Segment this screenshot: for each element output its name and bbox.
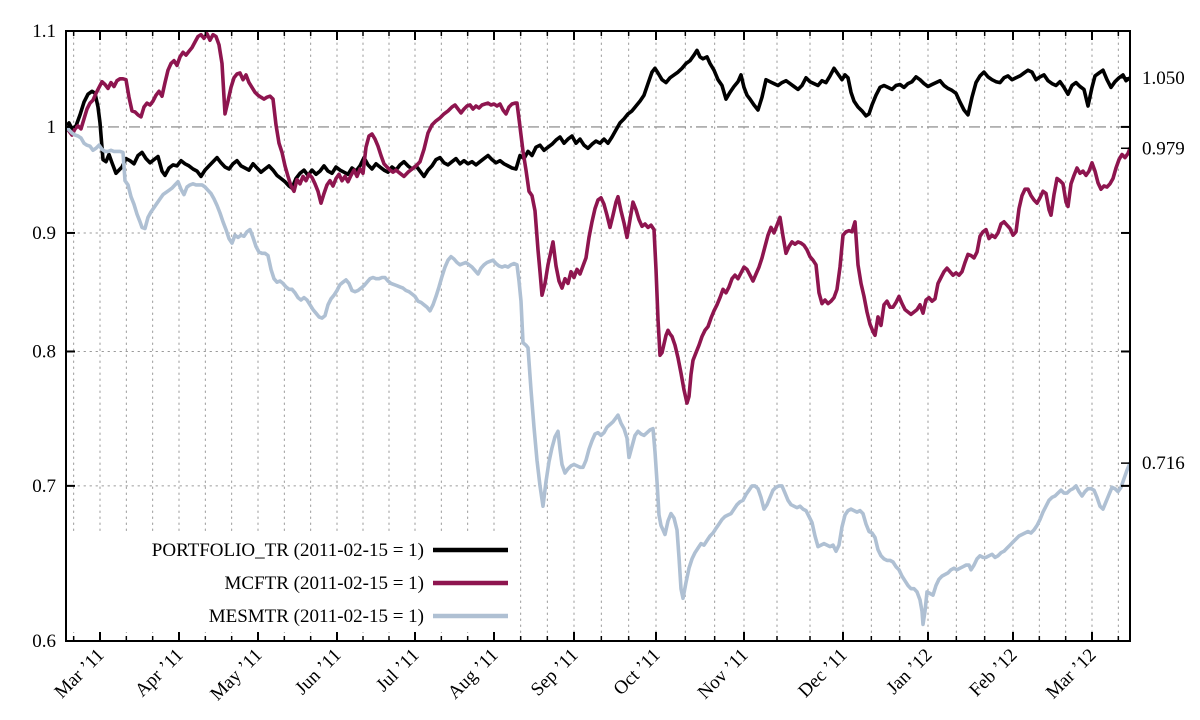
plot-border — [65, 30, 1131, 642]
end-value-label: 0.979 — [1142, 138, 1185, 159]
series-line-mcftr — [66, 31, 1130, 405]
axis-ticks — [66, 30, 1130, 642]
legend-label-mcftr: MCFTR (2011-02-15 = 1) — [225, 573, 424, 594]
end-value-label: 1.050 — [1142, 68, 1185, 89]
y-tick-label: 0.7 — [32, 476, 56, 497]
legend-label-mesmtr: MESMTR (2011-02-15 = 1) — [209, 606, 424, 627]
end-value-label: 0.716 — [1142, 453, 1185, 474]
y-tick-label: 0.6 — [32, 631, 56, 652]
y-tick-label: 0.9 — [32, 223, 56, 244]
y-tick-label: 0.8 — [32, 341, 56, 362]
y-tick-label: 1 — [47, 117, 57, 138]
y-tick-label: 1.1 — [32, 21, 56, 42]
series-line-portfolio-tr — [66, 48, 1130, 190]
legend-label-portfolio-tr: PORTFOLIO_TR (2011-02-15 = 1) — [152, 540, 424, 561]
series-line-mesmtr — [66, 125, 1130, 627]
